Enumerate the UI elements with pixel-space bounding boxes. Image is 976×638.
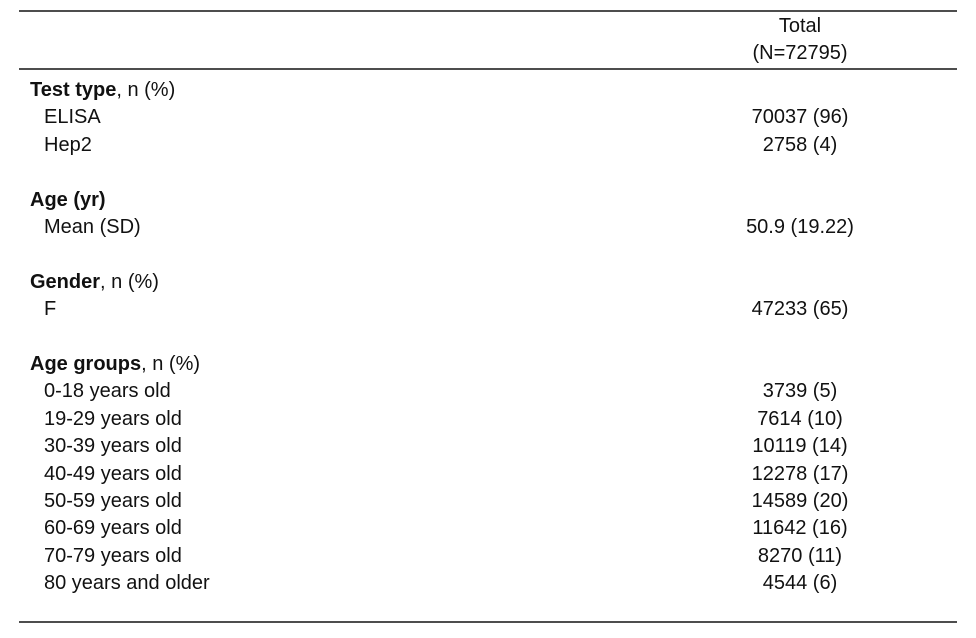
section-title-bold: Age (yr) (30, 188, 106, 211)
section-title-cell: Gender, n (%) (19, 269, 645, 296)
section-title-rest: , n (%) (141, 353, 201, 376)
section-value-cell (645, 187, 955, 214)
summary-table: Total (N=72795) Test type, n (%) ELISA 700… (19, 10, 957, 623)
section-value-cell (645, 351, 955, 378)
section-title-cell: Age (yr) (19, 187, 645, 214)
row-label: 50-59 years old (44, 490, 182, 513)
row-label: F (44, 298, 57, 321)
row-label: 70-79 years old (44, 544, 182, 567)
table-row: 50-59 years old 14589 (20) (19, 488, 957, 515)
table-body: Test type, n (%) ELISA 70037 (96) Hep2 2758 … (19, 70, 957, 621)
section-header-row: Test type, n (%) (19, 77, 957, 104)
section-title-bold: Gender (30, 270, 101, 293)
table-row: 0-18 years old 3739 (5) (19, 378, 957, 405)
section-value-cell (645, 269, 955, 296)
row-value: 50.9 (19.22) (746, 216, 854, 239)
table-row: 60-69 years old 11642 (16) (19, 515, 957, 542)
row-value: 8270 (11) (757, 544, 843, 567)
table-row: 70-79 years old 8270 (11) (19, 543, 957, 570)
table-row: F 47233 (65) (19, 296, 957, 323)
header-total-cell: Total (N=72795) (645, 13, 955, 67)
section-title-rest: , n (%) (100, 270, 159, 293)
row-value: 70037 (96) (751, 106, 849, 129)
section-header-row: Age groups, n (%) (19, 351, 957, 378)
header-empty-cell (19, 13, 645, 67)
row-value: 3739 (5) (762, 380, 838, 403)
spacer-row (19, 241, 957, 268)
section-value-cell (645, 77, 955, 104)
row-label: 60-69 years old (44, 517, 182, 540)
row-value: 2758 (4) (762, 133, 838, 156)
row-label: Mean (SD) (44, 216, 141, 239)
table-row: 80 years and older 4544 (6) (19, 570, 957, 597)
table-top-rule (19, 10, 957, 12)
spacer-row (19, 159, 957, 186)
header-n-label: (N=72795) (752, 42, 848, 64)
spacer-row (19, 324, 957, 351)
table-row: 40-49 years old 12278 (17) (19, 461, 957, 488)
row-value: 10119 (14) (752, 435, 848, 458)
header-total-label: Total (778, 15, 822, 37)
section-title-cell: Test type, n (%) (19, 77, 645, 104)
row-label: 0-18 years old (44, 380, 171, 403)
section-title-bold: Test type (30, 79, 117, 101)
row-label: 30-39 years old (44, 435, 182, 458)
row-label: Hep2 (44, 133, 92, 156)
row-value: 4544 (6) (762, 572, 838, 595)
table-row: ELISA 70037 (96) (19, 104, 957, 131)
row-value: 7614 (10) (757, 407, 843, 430)
row-label: 80 years and older (44, 572, 210, 595)
row-value: 47233 (65) (751, 298, 849, 321)
row-value: 14589 (20) (751, 490, 849, 513)
row-value: 12278 (17) (751, 462, 849, 485)
table-row: 30-39 years old 10119 (14) (19, 433, 957, 460)
table-bottom-rule (19, 620, 957, 623)
table-row: Hep2 2758 (4) (19, 132, 957, 159)
table-row: 19-29 years old 7614 (10) (19, 406, 957, 433)
table-header-rule (19, 68, 957, 70)
section-title-cell: Age groups, n (%) (19, 351, 645, 378)
row-label: 19-29 years old (44, 407, 182, 430)
row-value: 11642 (16) (752, 517, 848, 540)
table-row: Mean (SD) 50.9 (19.22) (19, 214, 957, 241)
row-label: 40-49 years old (44, 462, 182, 485)
section-title-rest: , n (%) (116, 79, 176, 101)
section-header-row: Gender, n (%) (19, 269, 957, 296)
table-header-row: Total (N=72795) (19, 12, 957, 68)
row-label: ELISA (44, 106, 101, 129)
section-header-row: Age (yr) (19, 187, 957, 214)
section-title-bold: Age groups (30, 353, 142, 376)
